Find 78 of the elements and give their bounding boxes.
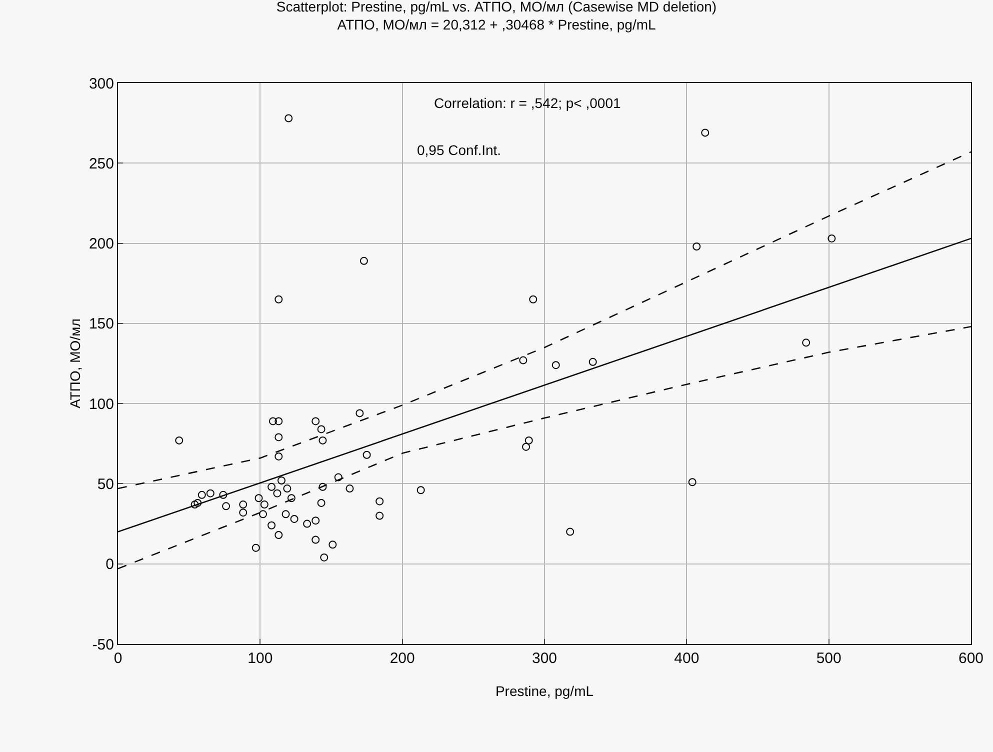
point [222, 502, 230, 510]
point [376, 512, 384, 520]
annotation: Correlation: r = ,542; p< ,0001 [434, 95, 621, 111]
point [688, 478, 696, 486]
point [362, 450, 371, 459]
point [282, 510, 290, 518]
y-tick-label: -50 [92, 636, 114, 654]
chart-subtitle: АТПО, МО/мл = 20,312 + ,30468 * Prestine, pg/mL [337, 16, 656, 32]
point [312, 417, 320, 426]
point [283, 484, 292, 493]
point [239, 508, 248, 517]
point [318, 436, 327, 444]
point [320, 553, 328, 562]
point [252, 544, 260, 552]
point [552, 361, 560, 370]
x-tick-label: 300 [532, 650, 558, 667]
point [522, 442, 530, 451]
point [268, 521, 276, 530]
x-tick-label: 400 [674, 650, 700, 667]
y-tick-label: 50 [97, 476, 114, 493]
point [268, 482, 276, 491]
point [290, 514, 298, 523]
point [303, 520, 312, 528]
point [259, 510, 268, 518]
point [254, 494, 263, 502]
y-tick-label: 250 [88, 155, 114, 172]
point [274, 433, 283, 442]
point [828, 234, 836, 242]
point [334, 473, 342, 482]
x-tick-label: 100 [248, 650, 273, 667]
point [190, 500, 199, 509]
point [701, 128, 710, 137]
point [219, 490, 228, 499]
point [284, 114, 293, 122]
point [356, 409, 364, 418]
point [416, 486, 425, 494]
point [328, 540, 337, 549]
point [529, 295, 538, 304]
point [346, 484, 354, 493]
point [274, 531, 283, 540]
point [317, 498, 326, 507]
y-tick-label: 200 [88, 236, 114, 253]
point [277, 476, 286, 485]
point [274, 417, 283, 426]
point [273, 489, 282, 498]
point [198, 490, 206, 499]
point [524, 436, 533, 444]
annotation: 0,95 Conf.Int. [417, 142, 502, 158]
x-tick-label: 600 [958, 650, 984, 667]
y-tick-label: 300 [88, 75, 114, 92]
point [274, 452, 283, 460]
y-tick-label: 150 [88, 316, 114, 333]
y-tick-label: 100 [88, 396, 114, 413]
point [317, 425, 326, 434]
point [519, 356, 528, 364]
point [588, 358, 597, 366]
y-axis-title: АТПО, МО/мл [67, 318, 83, 408]
point [692, 242, 701, 250]
point [206, 489, 214, 498]
point [318, 482, 327, 491]
point [360, 256, 368, 265]
chart-title: Scatterplot: Prestine, pg/mL vs. АТПО, МО/мл (Casewise MD deletion) [276, 0, 717, 14]
point [260, 500, 268, 509]
point [802, 338, 810, 347]
point [287, 494, 296, 502]
y-tick-label: 0 [106, 556, 114, 574]
point [312, 536, 320, 544]
point [175, 436, 184, 444]
point [376, 497, 384, 506]
point [274, 295, 283, 304]
x-axis-title: Prestine, pg/mL [495, 683, 594, 699]
x-tick-label: 500 [816, 650, 842, 667]
x-tick-label: 200 [390, 650, 415, 667]
point [268, 417, 277, 426]
point [312, 516, 320, 525]
point [239, 500, 248, 509]
point [566, 528, 574, 536]
point [194, 498, 202, 507]
